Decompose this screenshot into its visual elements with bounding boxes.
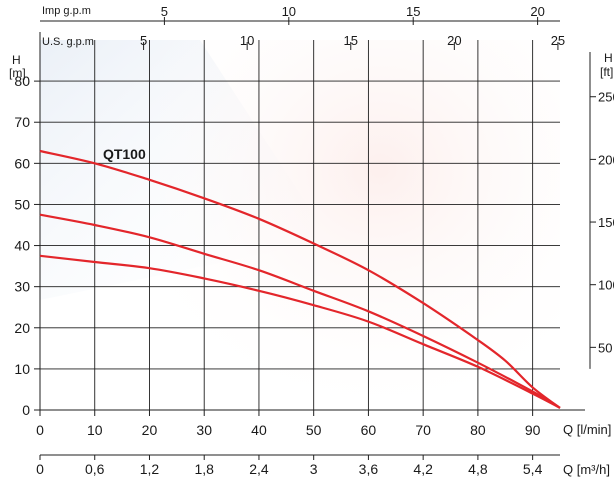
imp-gpm-axis-label: Imp g.p.m xyxy=(42,5,91,17)
series-line-1 xyxy=(39,149,561,409)
labels-layer: 01020304050607080H[m]50100150200250H[ft]… xyxy=(9,4,614,477)
y-axis-label-unit: [m] xyxy=(9,66,26,80)
y-axis-label-top: H xyxy=(12,53,21,67)
x-secondary-axis-label: Q [m³/h] xyxy=(563,462,610,477)
x-tick-label: 10 xyxy=(87,422,103,438)
x-tick-label: 50 xyxy=(306,422,322,438)
y-right-tick-label: 200 xyxy=(598,152,614,167)
x-tick-label: 70 xyxy=(415,422,431,438)
series-line-2 xyxy=(39,213,561,409)
y-right-tick-label: 250 xyxy=(598,90,614,105)
x-secondary-tick-label: 3 xyxy=(310,461,318,477)
imp-gpm-tick-label: 15 xyxy=(406,4,420,19)
y-tick-label: 20 xyxy=(14,320,30,336)
background-shading-red xyxy=(160,40,560,410)
x-secondary-tick-label: 5,4 xyxy=(523,461,543,477)
x-secondary-tick-label: 2,4 xyxy=(249,461,269,477)
imp-gpm-tick-label: 20 xyxy=(530,4,544,19)
imp-gpm-tick-label: 10 xyxy=(282,4,296,19)
y-right-tick-label: 50 xyxy=(598,340,612,355)
x-secondary-tick-label: 3,6 xyxy=(359,461,379,477)
x-secondary-tick-label: 0 xyxy=(36,461,44,477)
x-tick-label: 20 xyxy=(142,422,158,438)
series-layer xyxy=(39,149,561,409)
y-tick-label: 50 xyxy=(14,196,30,212)
x-secondary-tick-label: 4,2 xyxy=(413,461,433,477)
y-tick-label: 40 xyxy=(14,238,30,254)
x-secondary-tick-label: 1,8 xyxy=(194,461,214,477)
y-tick-label: 60 xyxy=(14,155,30,171)
us-gpm-tick-label: 25 xyxy=(551,33,565,48)
x-tick-label: 90 xyxy=(525,422,541,438)
x-secondary-tick-label: 1,2 xyxy=(140,461,160,477)
y-right-tick-label: 100 xyxy=(598,278,614,293)
x-tick-label: 30 xyxy=(196,422,212,438)
model-label: QT100 xyxy=(103,146,146,162)
x-tick-label: 40 xyxy=(251,422,267,438)
x-secondary-tick-label: 0,6 xyxy=(85,461,105,477)
y-tick-label: 10 xyxy=(14,361,30,377)
x-tick-label: 80 xyxy=(470,422,486,438)
us-gpm-axis-label: U.S. g.p.m xyxy=(42,36,94,48)
x-tick-label: 60 xyxy=(361,422,377,438)
y-tick-label: 30 xyxy=(14,279,30,295)
x-secondary-tick-label: 4,8 xyxy=(468,461,488,477)
y-right-tick-label: 150 xyxy=(598,215,614,230)
y-tick-label: 0 xyxy=(22,402,30,418)
us-gpm-tick-label: 5 xyxy=(140,33,147,48)
series-line-3 xyxy=(39,254,561,409)
us-gpm-tick-label: 15 xyxy=(344,33,358,48)
y-right-axis-label-unit: [ft] xyxy=(600,65,613,79)
imp-gpm-tick-label: 5 xyxy=(161,4,168,19)
y-tick-label: 70 xyxy=(14,114,30,130)
us-gpm-tick-label: 20 xyxy=(447,33,461,48)
y-tick-label: 80 xyxy=(14,73,30,89)
us-gpm-tick-label: 10 xyxy=(240,33,254,48)
x-tick-label: 0 xyxy=(36,422,44,438)
x-axis-label: Q [l/min] xyxy=(563,422,611,437)
axes xyxy=(34,17,596,460)
y-right-axis-label-top: H xyxy=(604,51,613,65)
